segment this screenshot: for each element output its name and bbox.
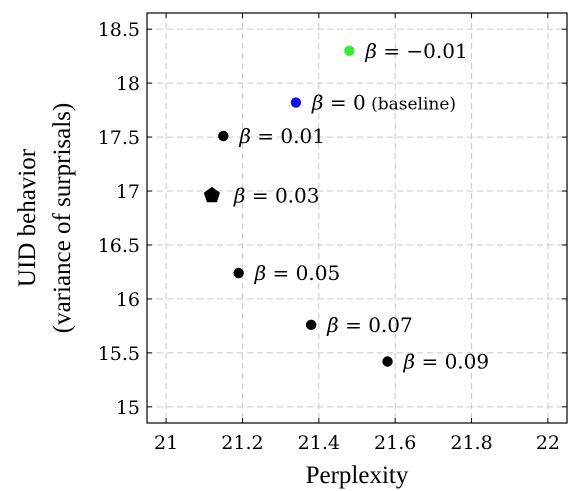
point-label: β = 0.07 [326,313,413,337]
x-tick-label: 21.4 [298,432,340,454]
y-tick-label: 15 [116,397,140,419]
y-tick-label: 16.5 [98,235,140,257]
data-point [290,97,302,108]
point-label: β = 0.09 [403,350,490,374]
y-tick-label: 18 [116,73,140,95]
x-tick-label: 21.2 [221,432,263,454]
y-tick-label: 15.5 [98,343,140,365]
point-label: β = −0.01 [364,39,467,63]
x-tick-label: 21.8 [450,432,492,454]
point-label: β = 0.05 [254,261,341,285]
x-tick-label: 21.6 [374,432,416,454]
data-point-pentagon [203,186,220,203]
data-point [218,130,229,142]
y-axis-title-line-2: (variance of surprisals) [49,103,76,333]
point-label: β = 0 (baseline) [311,91,456,115]
grid [147,13,567,423]
y-tick-label: 18.5 [98,19,140,41]
y-tick-label: 16 [116,289,140,311]
data-point [382,356,393,367]
x-tick-label: 22 [536,432,560,454]
x-tick-label: 21 [154,432,178,454]
point-labels: β = −0.01 β = 0 (baseline) β = 0.01 β = 0.0… [233,39,489,374]
y-tick-label: 17.5 [98,127,140,149]
point-label: β = 0.01 [238,124,325,148]
y-tick-label: 17 [116,181,140,203]
data-point [305,319,317,331]
data-points [203,45,393,367]
plot-frame [146,12,568,424]
data-point [233,267,244,279]
y-axis-title-line-1: UID behavior [14,148,41,287]
point-label: β = 0.03 [233,183,320,207]
data-point [344,45,355,56]
axis-ticks: 21 21.2 21.4 21.6 21.8 22 15 15.5 16 16.5 17 17.5 18… [98,13,567,454]
x-axis-title: Perplexity [306,462,409,489]
